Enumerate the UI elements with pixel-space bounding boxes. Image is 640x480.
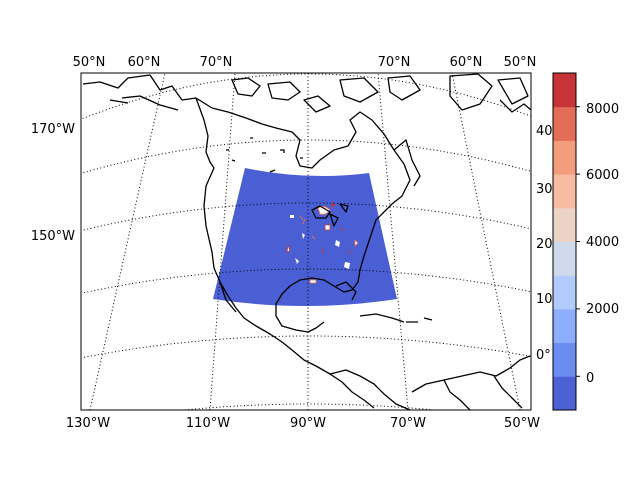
colorbar-tick-label: 2000 (586, 302, 619, 317)
data-high-value-specks (286, 202, 359, 284)
left-lon-label: 170°W (31, 122, 75, 137)
colorbar-tick-label: 0 (586, 371, 594, 386)
data-domain-fill (213, 168, 397, 306)
left-lon-labels: 170°W 150°W (31, 122, 75, 244)
colorbar-segment (553, 376, 576, 411)
top-lat-labels: 50°N 60°N 70°N 70°N 60°N 50°N (73, 55, 537, 70)
colorbar-segment (553, 207, 576, 242)
colorbar-segment (553, 275, 576, 310)
bottom-lon-label: 110°W (186, 416, 230, 431)
colorbar-tick-label: 4000 (586, 235, 619, 250)
top-lat-label: 60°N (128, 55, 161, 70)
bottom-lon-labels: 130°W 110°W 90°W 70°W 50°W (66, 416, 540, 431)
bottom-lon-label: 130°W (66, 416, 110, 431)
right-lat-label: 0° (536, 348, 551, 363)
colorbar (552, 72, 580, 411)
colorbar-tick-label: 8000 (586, 102, 619, 117)
top-lat-label: 50°N (73, 55, 106, 70)
bottom-lon-label: 70°W (390, 416, 426, 431)
top-lat-label: 70°N (378, 55, 411, 70)
colorbar-tick-labels: 8000 6000 4000 2000 0 (586, 102, 619, 386)
colorbar-segment (553, 73, 576, 108)
left-lon-label: 150°W (31, 229, 75, 244)
graticule-parallels (81, 73, 531, 410)
top-lat-label: 70°N (200, 55, 233, 70)
colorbar-tick-label: 6000 (586, 168, 619, 183)
top-lat-label: 50°N (504, 55, 537, 70)
colorbar-segment (553, 308, 576, 344)
graticule-meridians (89, 73, 521, 410)
top-lat-label: 60°N (450, 55, 483, 70)
colorbar-segment (553, 140, 576, 175)
coastlines (82, 73, 531, 410)
colorbar-segment (553, 106, 576, 141)
bottom-lon-label: 50°W (504, 416, 540, 431)
map-axes-frame (80, 72, 532, 411)
bottom-lon-label: 90°W (290, 416, 326, 431)
colorbar-segment (553, 241, 576, 276)
colorbar-segment (553, 342, 576, 377)
colorbar-segment (553, 174, 576, 209)
